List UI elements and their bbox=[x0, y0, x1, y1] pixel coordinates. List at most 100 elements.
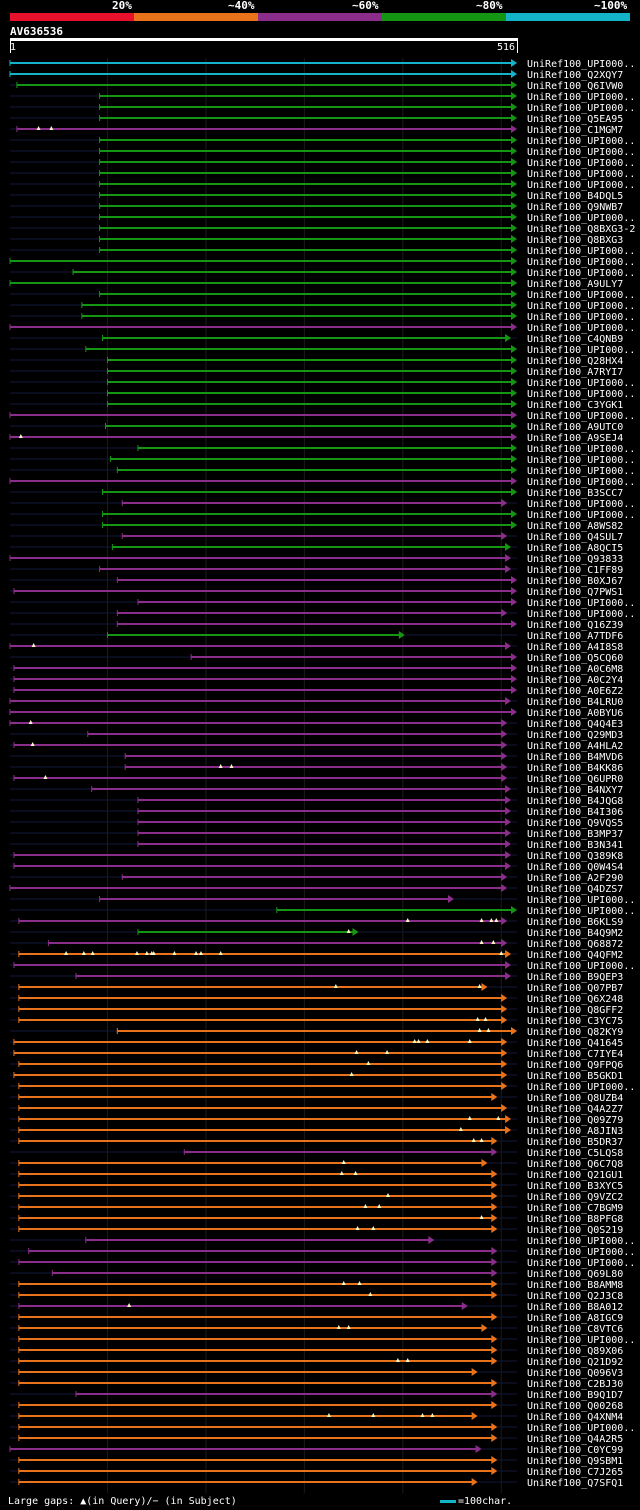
hit-end-arrow bbox=[475, 1445, 482, 1453]
hit-label: UniRef100_B4JQG8 bbox=[527, 796, 623, 807]
hit-label: UniRef100_Q389K8 bbox=[527, 851, 623, 862]
gap-marker bbox=[477, 1028, 482, 1032]
gap-marker bbox=[416, 1039, 421, 1043]
hit-label: UniRef100_UPI000.. bbox=[527, 1335, 635, 1346]
hit-label: UniRef100_B4I306 bbox=[527, 807, 623, 818]
hit-end-arrow bbox=[511, 147, 517, 155]
gap-marker bbox=[471, 1138, 476, 1142]
scale-label-80: ~80% bbox=[476, 0, 503, 12]
gap-marker bbox=[395, 1358, 400, 1362]
hit-end-arrow bbox=[501, 917, 508, 925]
hit-label: UniRef100_UPI000.. bbox=[527, 213, 635, 224]
hit-end-arrow bbox=[511, 1027, 517, 1035]
hit-end-arrow bbox=[501, 609, 508, 617]
hit-label: UniRef100_UPI000.. bbox=[527, 444, 635, 455]
gap-marker bbox=[90, 951, 95, 955]
hit-end-arrow bbox=[511, 180, 517, 188]
gap-marker bbox=[491, 940, 496, 944]
hit-label: UniRef100_UPI000.. bbox=[527, 268, 635, 279]
hit-label: UniRef100_A4I8S8 bbox=[527, 642, 623, 653]
gap-marker bbox=[479, 1138, 484, 1142]
gap-marker bbox=[405, 918, 410, 922]
hit-label: UniRef100_B4Q9M2 bbox=[527, 928, 623, 939]
hit-end-arrow bbox=[491, 1313, 498, 1321]
gap-marker bbox=[353, 1171, 358, 1175]
hit-end-arrow bbox=[491, 1467, 498, 1475]
hit-label: UniRef100_B3XYC5 bbox=[527, 1181, 623, 1192]
hit-label: UniRef100_C7IYE4 bbox=[527, 1049, 623, 1060]
hit-label: UniRef100_A2F290 bbox=[527, 873, 623, 884]
hit-end-arrow bbox=[491, 1203, 498, 1211]
hit-end-arrow bbox=[505, 829, 512, 837]
hit-label: UniRef100_Q4QFM2 bbox=[527, 950, 623, 961]
hit-end-arrow bbox=[501, 532, 508, 540]
hit-label: UniRef100_UPI000.. bbox=[527, 323, 635, 334]
hit-label: UniRef100_UPI000.. bbox=[527, 92, 635, 103]
hit-label: UniRef100_B4LRU0 bbox=[527, 697, 623, 708]
hit-label: UniRef100_C7J265 bbox=[527, 1467, 623, 1478]
hit-label: UniRef100_B5GKD1 bbox=[527, 1071, 623, 1082]
hit-end-arrow bbox=[491, 1280, 498, 1288]
hit-end-arrow bbox=[491, 1357, 498, 1365]
hit-end-arrow bbox=[491, 1269, 498, 1277]
hit-label: UniRef100_UPI000.. bbox=[527, 609, 635, 620]
hit-label: UniRef100_B6KLS9 bbox=[527, 917, 623, 928]
hit-end-arrow bbox=[352, 928, 359, 936]
hit-label: UniRef100_B3SCC7 bbox=[527, 488, 623, 499]
hit-label: UniRef100_UPI000.. bbox=[527, 136, 635, 147]
hit-label: UniRef100_UPI000.. bbox=[527, 1423, 635, 1434]
hit-end-arrow bbox=[481, 1159, 488, 1167]
hit-end-arrow bbox=[491, 1181, 498, 1189]
gap-marker bbox=[43, 775, 48, 779]
hit-end-arrow bbox=[505, 565, 512, 573]
hit-label: UniRef100_Q07PB7 bbox=[527, 983, 623, 994]
gap-marker bbox=[64, 951, 69, 955]
hit-end-arrow bbox=[505, 1126, 512, 1134]
hit-end-arrow bbox=[505, 972, 512, 980]
hit-label: UniRef100_UPI000.. bbox=[527, 290, 635, 301]
hit-label: UniRef100_Q5EA95 bbox=[527, 114, 623, 125]
hit-end-arrow bbox=[505, 796, 512, 804]
hit-label: UniRef100_UPI000.. bbox=[527, 477, 635, 488]
gap-marker bbox=[357, 1281, 362, 1285]
hit-label: UniRef100_UPI000.. bbox=[527, 103, 635, 114]
hit-end-arrow bbox=[491, 1346, 498, 1354]
hit-end-arrow bbox=[511, 268, 517, 276]
hit-end-arrow bbox=[511, 103, 517, 111]
gap-marker bbox=[144, 951, 149, 955]
hit-label: UniRef100_A7RYI7 bbox=[527, 367, 623, 378]
hit-end-arrow bbox=[471, 1412, 478, 1420]
gap-marker bbox=[336, 1325, 341, 1329]
hit-end-arrow bbox=[511, 169, 517, 177]
hit-label: UniRef100_Q4SUL7 bbox=[527, 532, 623, 543]
hit-end-arrow bbox=[511, 906, 517, 914]
gap-marker bbox=[458, 1127, 463, 1131]
hit-label: UniRef100_UPI000.. bbox=[527, 598, 635, 609]
gap-marker bbox=[483, 1017, 488, 1021]
gap-marker bbox=[346, 1325, 351, 1329]
hit-label: UniRef100_B8A012 bbox=[527, 1302, 623, 1313]
hit-end-arrow bbox=[511, 675, 517, 683]
gap-marker bbox=[479, 918, 484, 922]
gap-marker bbox=[486, 1028, 491, 1032]
hit-end-arrow bbox=[491, 1390, 498, 1398]
hit-end-arrow bbox=[511, 664, 517, 672]
gap-marker bbox=[377, 1204, 382, 1208]
query-ruler bbox=[10, 38, 518, 41]
hit-label: UniRef100_Q4XNM4 bbox=[527, 1412, 623, 1423]
hit-label: UniRef100_UPI000.. bbox=[527, 389, 635, 400]
gap-marker bbox=[134, 951, 139, 955]
gap-marker bbox=[326, 1413, 331, 1417]
hit-end-arrow bbox=[505, 862, 512, 870]
gap-marker bbox=[477, 984, 482, 988]
hit-end-arrow bbox=[505, 1115, 512, 1123]
gap-marker bbox=[218, 764, 223, 768]
hit-label: UniRef100_A0C6M8 bbox=[527, 664, 623, 675]
hit-label: UniRef100_UPI000.. bbox=[527, 59, 635, 70]
hit-end-arrow bbox=[511, 257, 517, 265]
hit-end-arrow bbox=[511, 59, 517, 67]
hit-label: UniRef100_C8VTC6 bbox=[527, 1324, 623, 1335]
hit-label: UniRef100_A7TDF6 bbox=[527, 631, 623, 642]
hit-end-arrow bbox=[501, 994, 508, 1002]
hit-label: UniRef100_Q8GFF2 bbox=[527, 1005, 623, 1016]
